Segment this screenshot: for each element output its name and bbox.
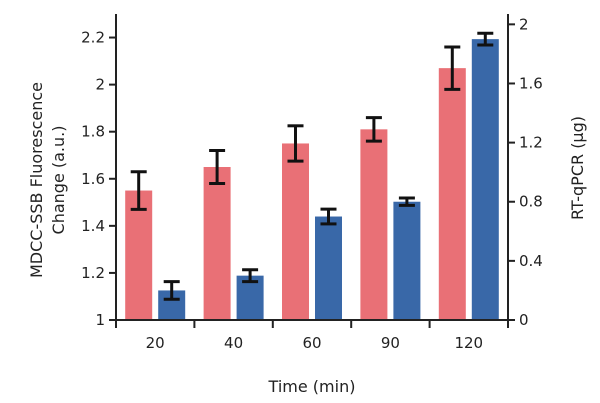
left-tick-label-2.2: 2.2 xyxy=(81,29,105,47)
error-bar-series2-60 xyxy=(320,207,337,226)
bar-series1-20 xyxy=(125,190,153,320)
error-bar-series2-90 xyxy=(398,196,415,207)
left-tick-label-2: 2 xyxy=(95,76,105,94)
error-bar-series2-120 xyxy=(477,31,494,47)
bar-series1-120 xyxy=(438,68,466,320)
right-tick-label-2: 2 xyxy=(519,15,529,33)
error-bar-series1-120 xyxy=(444,45,461,91)
left-axis-title: MDCC-SSB Fluorescence Change (a.u.) xyxy=(27,82,68,278)
error-bar-series2-20 xyxy=(163,280,180,301)
ticks-layer: 20 40 60 90 120 1 1.2 1.4 1.6 1.8 2 2.2 0 0.4 0.8 1.2 1.… xyxy=(81,15,543,352)
right-tick-label-1.2: 1.2 xyxy=(519,134,543,152)
error-bar-series1-90 xyxy=(365,116,382,143)
x-tick-label-20: 20 xyxy=(146,334,165,352)
x-tick-label-120: 120 xyxy=(454,334,483,352)
axes-layer xyxy=(115,14,509,321)
right-tick-label-1.6: 1.6 xyxy=(519,74,543,92)
left-tick-label-1: 1 xyxy=(95,311,105,329)
left-tick-label-1.6: 1.6 xyxy=(81,170,105,188)
left-axis-title-line-2: Change (a.u.) xyxy=(49,126,68,235)
right-tick-label-0.4: 0.4 xyxy=(519,252,543,270)
left-tick-label-1.2: 1.2 xyxy=(81,264,105,282)
error-bar-series2-40 xyxy=(242,268,259,284)
x-tick-label-40: 40 xyxy=(224,334,243,352)
left-axis-title-line-1: MDCC-SSB Fluorescence xyxy=(27,82,46,278)
bar-series2-60 xyxy=(315,216,342,320)
right-tick-label-0: 0 xyxy=(519,311,529,329)
bar-series1-90 xyxy=(360,129,388,320)
bar-series1-60 xyxy=(282,143,309,320)
bar-series2-120 xyxy=(471,39,499,321)
error-bar-series1-20 xyxy=(130,170,147,211)
right-axis-title: RT-qPCR (µg) xyxy=(568,116,587,220)
left-tick-label-1.8: 1.8 xyxy=(81,123,105,141)
error-bars-layer xyxy=(130,31,494,301)
error-bar-series1-40 xyxy=(209,149,226,185)
x-tick-label-90: 90 xyxy=(381,334,400,352)
left-tick-label-1.4: 1.4 xyxy=(81,217,105,235)
bar-series2-90 xyxy=(393,201,421,320)
bar-series1-40 xyxy=(203,167,231,320)
x-axis-title: Time (min) xyxy=(268,377,356,396)
bars-layer xyxy=(125,39,499,321)
right-tick-label-0.8: 0.8 xyxy=(519,193,543,211)
x-tick-label-60: 60 xyxy=(302,334,321,352)
error-bar-series1-60 xyxy=(287,124,304,163)
